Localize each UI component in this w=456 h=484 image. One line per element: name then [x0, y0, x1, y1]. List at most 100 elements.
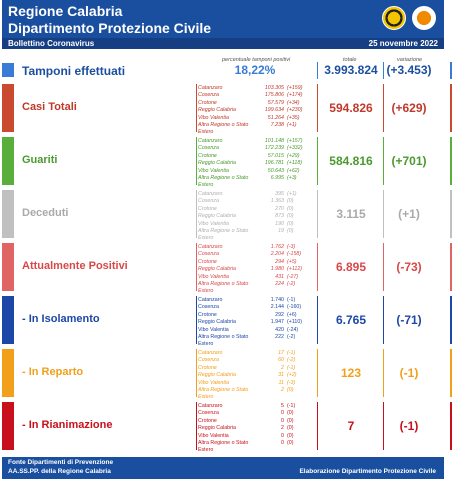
- attualmente-positivi-variation: (-73): [396, 260, 422, 274]
- divider: [317, 402, 318, 450]
- attualmente-positivi-detail: Catanzaro 1.762 (-3) Cosenza 2.204 (-158) Cr…: [198, 244, 314, 296]
- divider: [450, 190, 452, 238]
- divider: [383, 296, 384, 344]
- list-item: Cosenza 1.363 (0): [198, 198, 294, 205]
- list-item: Altra Regione o Stato Estero 224 (-2): [198, 281, 296, 295]
- calabria-region-logo-icon: [382, 6, 406, 30]
- subheader-bar: Bollettino Coronavirus 25 novembre 2022: [2, 38, 444, 49]
- list-item: Altra Regione o Stato Estero 2 (0): [198, 387, 294, 401]
- reparto-label: - In Reparto: [22, 366, 84, 378]
- isolamento-label: - In Isolamento: [22, 313, 100, 325]
- list-item: Catanzaro 17 (-1): [198, 350, 296, 356]
- list-item: Catanzaro 103.305 (+159): [198, 85, 303, 91]
- list-item: Vibo Valentia 190 (0): [198, 220, 294, 227]
- list-item: Crotone 270 (0): [198, 205, 294, 212]
- rianimazione-detail: Catanzaro 5 (-1) Cosenza 0 (0) Crotone 0 (0) R…: [198, 403, 314, 455]
- guariti-variation: (+701): [391, 154, 427, 168]
- tamponi-percent: 18,22%: [234, 63, 276, 77]
- tamponi-label: Tamponi effettuati: [22, 64, 126, 78]
- casi-totali-detail: Catanzaro 103.305 (+159) Cosenza 175.806 (+1…: [198, 85, 314, 137]
- isolamento-detail: Catanzaro 1.740 (-1) Cosenza 2.144 (-160) Cr…: [198, 297, 314, 349]
- protezione-civile-logo-icon: [412, 6, 436, 30]
- isolamento-variation: (-71): [396, 313, 422, 327]
- list-item: Altra Regione o Stato Estero 222 (-2): [198, 334, 296, 348]
- list-item: Reggio Calabria 199.634 (+230): [198, 107, 303, 114]
- list-item: Reggio Calabria 1.947 (+110): [198, 319, 303, 326]
- reparto-color-bar: [2, 349, 14, 397]
- list-item: Altra Regione o Stato Estero 7.238 (+1): [198, 122, 297, 136]
- list-item: Catanzaro 101.148 (+157): [198, 138, 303, 144]
- divider: [450, 402, 452, 450]
- list-item: Vibo Valentia 431 (-27): [198, 273, 299, 280]
- list-item: Vibo Valentia 51.264 (+35): [198, 114, 300, 121]
- reparto-detail: Catanzaro 17 (-1) Cosenza 60 (-2) Crotone 2 (-…: [198, 350, 314, 402]
- column-header-percent: percentuale tamponi positivi: [222, 57, 291, 63]
- reparto-total: 123: [340, 366, 362, 380]
- divider: [450, 62, 452, 79]
- list-item: Catanzaro 5 (-1): [198, 403, 296, 409]
- divider: [196, 190, 197, 238]
- list-item: Cosenza 2.204 (-158): [198, 251, 302, 258]
- divider: [450, 137, 452, 185]
- deceduti-label: Deceduti: [22, 207, 69, 219]
- casi-totali-total: 594.826: [329, 101, 373, 115]
- attualmente-positivi-total: 6.895: [335, 260, 367, 274]
- list-item: Reggio Calabria 873 (0): [198, 213, 294, 220]
- reparto-variation: (-1): [399, 366, 419, 380]
- divider: [196, 84, 197, 132]
- divider: [450, 243, 452, 291]
- divider: [383, 243, 384, 291]
- list-item: Crotone 0 (0): [198, 417, 294, 424]
- divider: [383, 137, 384, 185]
- rianimazione-variation: (-1): [399, 419, 419, 433]
- deceduti-color-bar: [2, 190, 14, 238]
- list-item: Reggio Calabria 196.781 (+118): [198, 160, 303, 167]
- isolamento-total: 6.765: [335, 313, 367, 327]
- tamponi-color-bar: [2, 63, 14, 77]
- header-bar: Regione Calabria Dipartimento Protezione…: [2, 0, 444, 38]
- list-item: Vibo Valentia 0 (0): [198, 432, 294, 439]
- list-item: Vibo Valentia 420 (-24): [198, 326, 299, 333]
- divider: [317, 296, 318, 344]
- divider: [450, 84, 452, 132]
- divider: [450, 296, 452, 344]
- list-item: Cosenza 0 (0): [198, 410, 294, 417]
- divider: [383, 62, 384, 79]
- deceduti-total: 3.115: [336, 207, 366, 221]
- footer-source-line2: AA.SS.PP. della Regione Calabria: [8, 468, 111, 475]
- column-header-total: totale: [343, 57, 357, 63]
- tamponi-total: 3.993.824: [324, 63, 378, 77]
- deceduti-detail: Catanzaro 395 (+1) Cosenza 1.363 (0) Crotone…: [198, 191, 314, 243]
- divider: [383, 84, 384, 132]
- list-item: Catanzaro 1.762 (-3): [198, 244, 296, 250]
- list-item: Reggio Calabria 1.980 (+112): [198, 266, 303, 273]
- divider: [317, 137, 318, 185]
- list-item: Cosenza 2.144 (-160): [198, 304, 302, 311]
- divider: [196, 402, 197, 450]
- divider: [317, 243, 318, 291]
- divider: [196, 349, 197, 397]
- list-item: Vibo Valentia 50.643 (+62): [198, 167, 300, 174]
- list-item: Crotone 292 (+6): [198, 311, 297, 318]
- list-item: Altra Regione o Stato Estero 19 (0): [198, 228, 294, 242]
- list-item: Altra Regione o Stato Estero 0 (0): [198, 440, 294, 454]
- casi-totali-color-bar: [2, 84, 14, 132]
- column-header-variation: variazione: [397, 57, 423, 63]
- rianimazione-total: 7: [347, 419, 355, 433]
- rianimazione-color-bar: [2, 402, 14, 450]
- list-item: Catanzaro 1.740 (-1): [198, 297, 296, 303]
- casi-totali-variation: (+629): [391, 101, 427, 115]
- footer-credit: Elaborazione Dipartimento Protezione Civ…: [299, 468, 436, 475]
- divider: [383, 190, 384, 238]
- bulletin-title: Bollettino Coronavirus: [8, 39, 95, 48]
- list-item: Altra Regione o Stato Estero 6.995 (+3): [198, 175, 297, 189]
- divider: [196, 137, 197, 185]
- attualmente-positivi-color-bar: [2, 243, 14, 291]
- list-item: Reggio Calabria 2 (0): [198, 425, 294, 432]
- list-item: Cosenza 175.806 (+174): [198, 92, 303, 99]
- guariti-total: 584.816: [329, 154, 373, 168]
- header-title-region: Regione Calabria: [8, 3, 123, 19]
- divider: [196, 243, 197, 291]
- guariti-color-bar: [2, 137, 14, 185]
- rianimazione-label: - In Rianimazione: [22, 419, 113, 431]
